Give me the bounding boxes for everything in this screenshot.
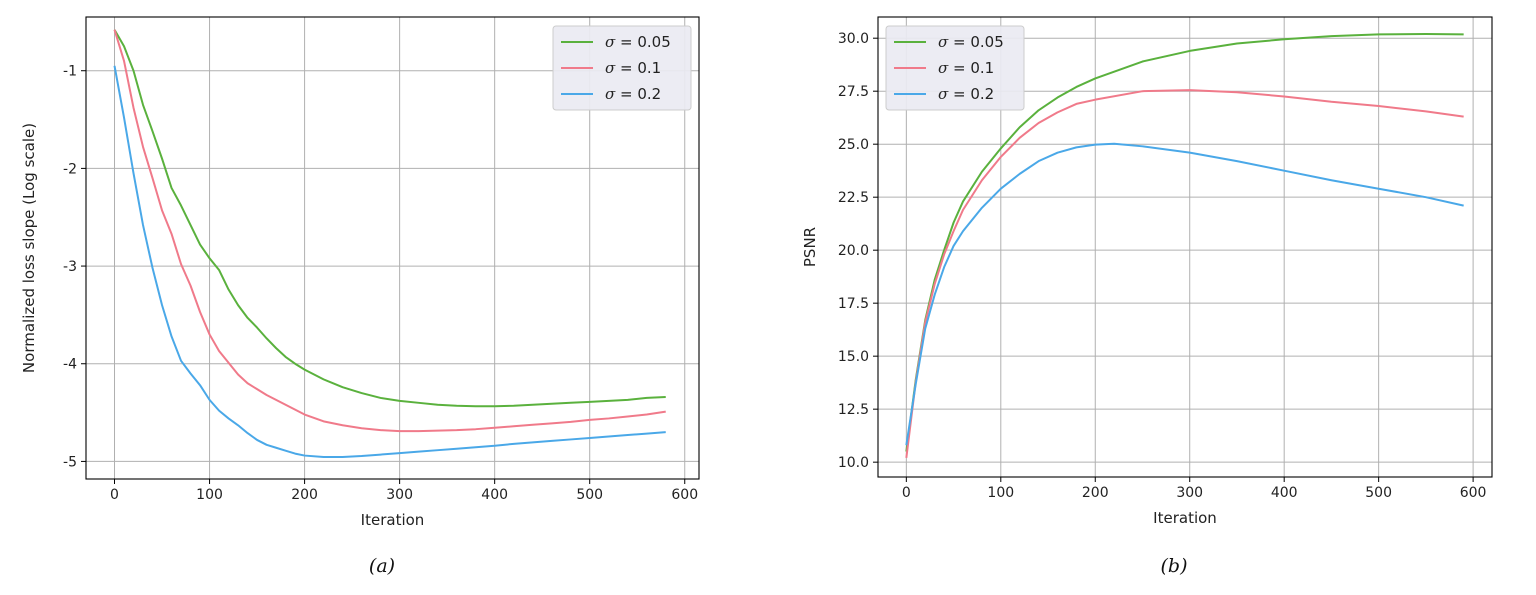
chart-a: 0 100 200 300 400 500 600 -5 -4 -3 -2 -1 Iteration No… xyxy=(20,16,700,577)
series-line-1 xyxy=(113,29,666,433)
y-tick-label: 20.0 xyxy=(838,243,869,259)
x-axis-label: Iteration xyxy=(1153,509,1217,527)
legend-label-1: σ = 0.1 xyxy=(605,59,661,77)
x-tick-label: 400 xyxy=(1271,485,1298,501)
legend-sigma: σ xyxy=(605,33,616,51)
y-tick-label: -4 xyxy=(63,357,77,373)
legend-value: = 0.1 xyxy=(948,59,994,77)
legend-sigma: σ xyxy=(605,85,616,103)
x-tick-label: 300 xyxy=(1176,485,1203,501)
x-tick-label: 200 xyxy=(291,487,318,503)
y-tick-label: 15.0 xyxy=(838,349,869,365)
chart-b: 0 100 200 300 400 500 600 10.0 12.5 15.0 17.5 20.0 2… xyxy=(801,16,1493,577)
legend-value: = 0.2 xyxy=(948,85,994,103)
y-tick-label: 25.0 xyxy=(838,137,869,153)
y-axis-label: Normalized loss slope (Log scale) xyxy=(20,123,38,373)
legend-label-0: σ = 0.05 xyxy=(938,33,1004,51)
x-tick-label: 100 xyxy=(196,487,223,503)
legend-sigma: σ xyxy=(938,33,949,51)
legend-value: = 0.1 xyxy=(615,59,661,77)
y-tick-label: 22.5 xyxy=(838,190,869,206)
y-tick-label: 10.0 xyxy=(838,455,869,471)
axes-frame xyxy=(877,16,1493,478)
y-tick-label: 30.0 xyxy=(838,31,869,47)
y-tick-label: 17.5 xyxy=(838,296,869,312)
series-line-1 xyxy=(905,89,1464,459)
legend-value: = 0.05 xyxy=(948,33,1004,51)
x-tick-label: 200 xyxy=(1082,485,1109,501)
chart-caption: (a) xyxy=(369,555,395,577)
chart-caption: (b) xyxy=(1161,555,1188,577)
x-tick-label: 300 xyxy=(386,487,413,503)
series-line-0 xyxy=(905,32,1464,452)
y-tick-label: 27.5 xyxy=(838,84,869,100)
x-tick-label: 400 xyxy=(481,487,508,503)
legend-label-1: σ = 0.1 xyxy=(938,59,994,77)
axes-frame xyxy=(85,16,700,480)
legend-box xyxy=(552,25,692,111)
series-line-0 xyxy=(113,29,666,408)
legend: σ = 0.05σ = 0.1σ = 0.2 xyxy=(885,25,1025,111)
x-tick-label: 600 xyxy=(1460,485,1487,501)
y-tick-label: 12.5 xyxy=(838,402,869,418)
legend: σ = 0.05σ = 0.1σ = 0.2 xyxy=(552,25,692,111)
x-tick-label: 600 xyxy=(671,487,698,503)
y-tick-label: -2 xyxy=(63,161,77,177)
legend-label-0: σ = 0.05 xyxy=(605,33,671,51)
legend-label-2: σ = 0.2 xyxy=(938,85,994,103)
y-tick-label: -3 xyxy=(63,259,77,275)
y-tick-label: -5 xyxy=(63,454,77,470)
series-line-2 xyxy=(113,65,666,459)
y-ticks: 10.0 12.5 15.0 17.5 20.0 22.5 25.0 27.5 30.0 xyxy=(838,31,878,471)
legend-sigma: σ xyxy=(605,59,616,77)
x-tick-label: 0 xyxy=(110,487,119,503)
y-tick-label: -1 xyxy=(63,64,77,80)
x-tick-label: 100 xyxy=(987,485,1014,501)
legend-box xyxy=(885,25,1025,111)
x-ticks: 0 100 200 300 400 500 600 xyxy=(902,477,1487,501)
x-ticks: 0 100 200 300 400 500 600 xyxy=(110,479,698,503)
x-axis-label: Iteration xyxy=(361,511,425,529)
x-tick-label: 500 xyxy=(576,487,603,503)
x-tick-label: 500 xyxy=(1365,485,1392,501)
legend-sigma: σ xyxy=(938,85,949,103)
x-tick-label: 0 xyxy=(902,485,911,501)
legend-sigma: σ xyxy=(938,59,949,77)
legend-value: = 0.05 xyxy=(615,33,671,51)
legend-label-2: σ = 0.2 xyxy=(605,85,661,103)
legend-value: = 0.2 xyxy=(615,85,661,103)
y-ticks: -5 -4 -3 -2 -1 xyxy=(63,64,86,470)
y-axis-label: PSNR xyxy=(801,227,819,267)
series-line-2 xyxy=(905,142,1464,446)
